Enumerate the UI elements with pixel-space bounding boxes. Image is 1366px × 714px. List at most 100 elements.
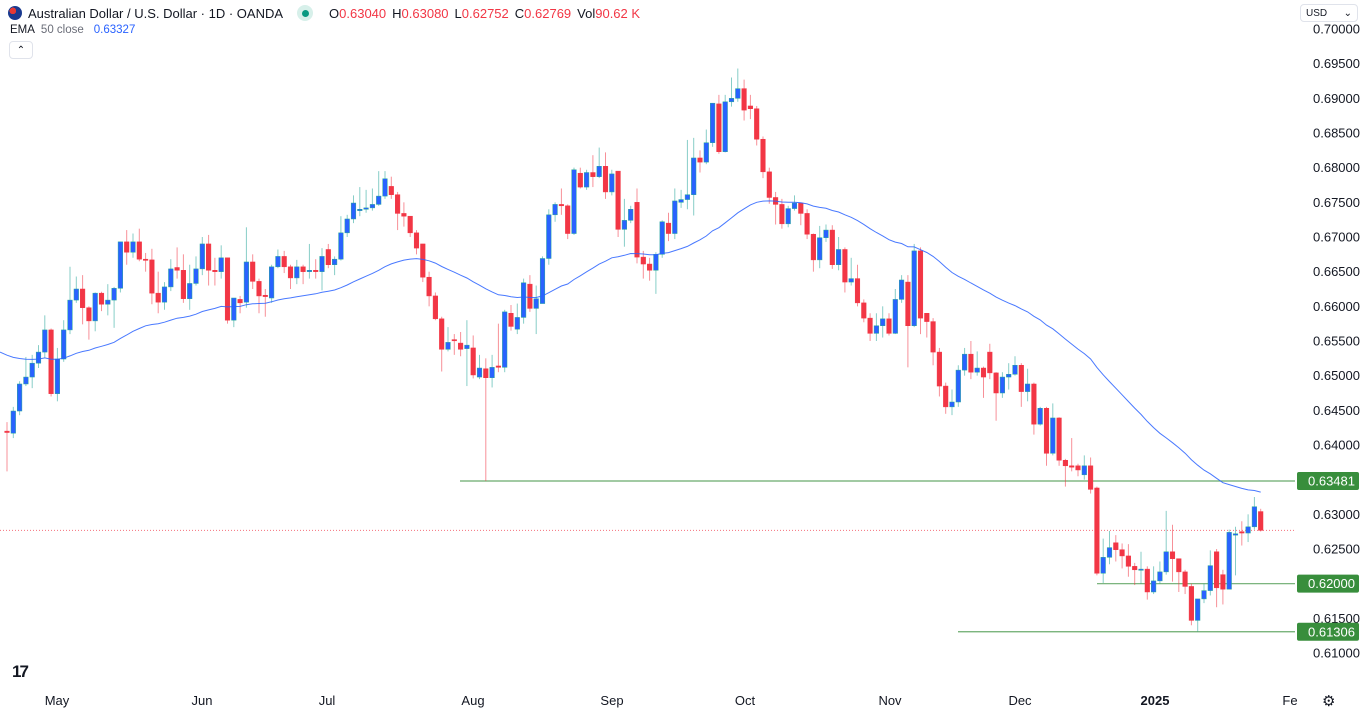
candle — [117, 241, 123, 293]
candle — [1258, 508, 1264, 532]
candle-body-up — [319, 256, 325, 272]
collapse-legend-button[interactable]: ⌃ — [9, 41, 33, 59]
candle-body-up — [678, 199, 684, 203]
candle-body-up — [521, 282, 527, 318]
candle — [911, 243, 917, 328]
candle — [993, 372, 999, 421]
symbol-title[interactable]: Australian Dollar / U.S. Dollar · 1D · O… — [28, 5, 284, 21]
candle — [999, 372, 1005, 398]
candle-body-down — [665, 222, 672, 234]
candle — [1100, 538, 1106, 583]
candle-body-up — [42, 329, 48, 353]
candle-body-down — [212, 270, 218, 272]
candle — [1182, 569, 1188, 595]
tradingview-logo[interactable]: 17 — [12, 662, 29, 681]
candle-body-up — [92, 292, 98, 322]
ohlc-key: L — [454, 5, 462, 21]
symbol-legend: Australian Dollar / U.S. Dollar · 1D · O… — [8, 5, 640, 21]
indicator-value: 0.63327 — [93, 24, 136, 36]
candle-body-down — [1188, 586, 1194, 621]
candle-body-down — [80, 288, 86, 308]
candle — [432, 292, 438, 321]
candle — [766, 167, 772, 204]
candle — [67, 266, 73, 335]
candle-body-up — [489, 367, 495, 378]
candle-body-down — [842, 249, 848, 283]
candle-body-up — [105, 299, 111, 305]
candle — [590, 155, 596, 188]
candle — [804, 209, 810, 240]
candle-body-up — [502, 311, 508, 368]
candle — [829, 225, 835, 269]
candle — [105, 284, 111, 316]
price-axis-label: 0.63000 — [1313, 507, 1360, 522]
candle-body-down — [395, 194, 401, 214]
candle — [212, 257, 218, 286]
candle-body-up — [836, 249, 842, 265]
candle — [281, 250, 287, 274]
candle-body-down — [325, 249, 331, 265]
candle — [773, 191, 779, 225]
price-axis-label: 0.68500 — [1313, 125, 1360, 140]
price-axis-label: 0.66000 — [1313, 299, 1360, 314]
candle — [382, 171, 388, 199]
candle — [735, 68, 741, 102]
candle — [199, 236, 205, 276]
candle-body-down — [1176, 558, 1182, 573]
candle-body-up — [1012, 365, 1018, 375]
candle-body-down — [741, 88, 747, 111]
candle — [1081, 455, 1087, 480]
candle-body-down — [300, 266, 306, 272]
gear-icon[interactable]: ⚙ — [1322, 693, 1336, 710]
candle-body-down — [470, 347, 476, 376]
candle-body-up — [848, 278, 854, 283]
level-price-badge — [1297, 471, 1359, 490]
candle-body-up — [1245, 526, 1251, 534]
candle — [495, 323, 501, 373]
candle-body-down — [1258, 511, 1264, 531]
candle — [779, 198, 785, 229]
candle — [350, 195, 357, 224]
candle — [325, 243, 331, 269]
candle — [35, 345, 42, 369]
ema-legend[interactable]: EMA 50 close 0.63327 — [10, 24, 135, 36]
candle-body-up — [1195, 598, 1201, 621]
candle-body-up — [29, 362, 35, 378]
chevron-down-icon: ⌄ — [1343, 7, 1352, 19]
candle-body-down — [1144, 568, 1150, 593]
candle-body-down — [854, 278, 861, 304]
candle — [29, 354, 35, 389]
level-price-label: 0.62000 — [1308, 576, 1355, 591]
candle — [42, 315, 48, 358]
candle — [1226, 529, 1232, 590]
candle — [1012, 356, 1018, 376]
candle — [395, 191, 401, 231]
ohlc-item: L0.62752 — [455, 6, 509, 21]
candle-body-up — [73, 288, 79, 301]
ohlc-key: C — [514, 5, 525, 21]
candle — [206, 234, 212, 286]
candle-body-up — [653, 254, 659, 271]
candle-body-up — [357, 209, 363, 211]
candle-body-up — [974, 367, 980, 373]
candle-body-down — [760, 138, 766, 173]
candle — [1207, 550, 1213, 596]
candle — [502, 309, 508, 373]
candle-body-up — [306, 270, 312, 272]
candle-body-up — [1226, 532, 1232, 590]
candle-body-down — [798, 202, 804, 214]
chevron-up-icon: ⌃ — [16, 44, 26, 56]
candle-body-down — [287, 266, 294, 279]
candle — [697, 150, 703, 173]
candle-body-up — [369, 204, 375, 209]
candle — [672, 188, 678, 240]
candle — [1094, 486, 1100, 576]
candle-body-down — [980, 367, 987, 378]
ohlc-item: Vol90.62 K — [577, 6, 640, 21]
candle-body-down — [886, 318, 892, 334]
candle-body-down — [924, 313, 930, 322]
candle — [558, 188, 564, 215]
candle — [596, 147, 602, 179]
currency-selector[interactable]: USD ⌄ — [1300, 4, 1358, 22]
